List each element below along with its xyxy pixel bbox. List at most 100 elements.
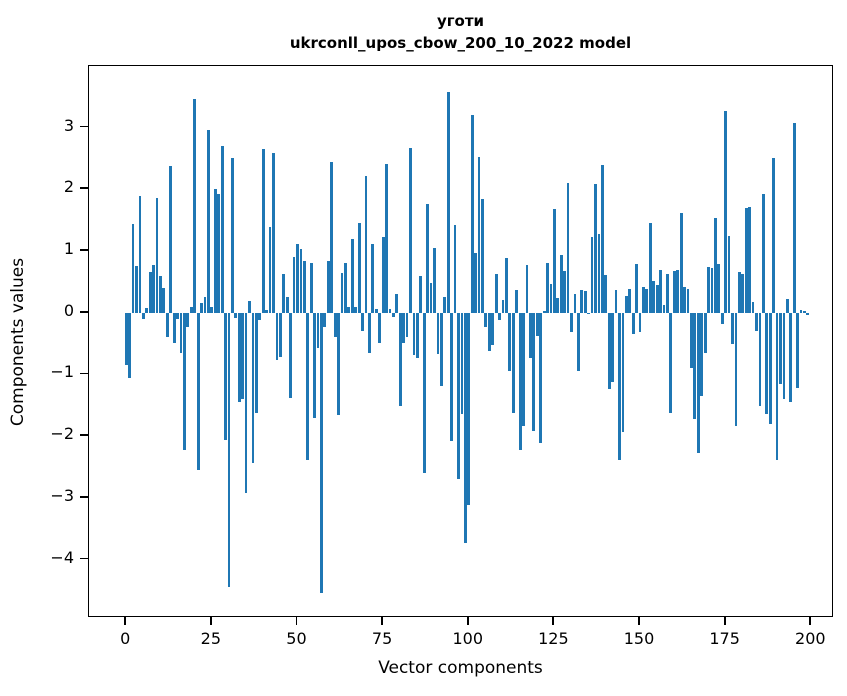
y-tick-label: −1 <box>50 362 74 382</box>
bar <box>292 257 296 313</box>
bar <box>662 304 666 313</box>
bar <box>371 243 375 313</box>
bar <box>587 312 591 314</box>
bar <box>775 312 779 460</box>
bar <box>326 261 330 313</box>
bar <box>207 130 210 313</box>
bar <box>463 312 467 544</box>
bar <box>631 312 635 334</box>
bar <box>254 312 258 413</box>
bar <box>128 312 132 379</box>
bar <box>419 275 423 313</box>
bar <box>501 300 505 313</box>
bar <box>124 312 128 366</box>
bar <box>210 306 214 313</box>
bar <box>642 286 645 313</box>
bar <box>532 312 536 432</box>
y-axis-tick <box>80 310 88 313</box>
bar <box>374 309 378 313</box>
bar <box>518 312 522 450</box>
x-tick-label: 75 <box>371 629 393 648</box>
bar <box>696 312 700 453</box>
bar <box>679 213 683 313</box>
bar <box>436 312 440 355</box>
bar <box>638 312 642 332</box>
y-axis-tick <box>80 372 88 375</box>
bar <box>330 161 334 313</box>
bar <box>525 264 529 313</box>
bar <box>755 312 758 332</box>
y-tick-label: −3 <box>50 485 74 505</box>
bar <box>320 312 323 594</box>
bar <box>244 312 248 494</box>
bar <box>265 309 269 313</box>
bar <box>573 294 577 313</box>
bar <box>145 307 149 313</box>
bar <box>278 312 282 358</box>
bar <box>426 204 430 313</box>
bar <box>347 306 351 313</box>
bar <box>508 312 512 372</box>
bar <box>282 274 286 313</box>
bar <box>768 312 772 424</box>
y-tick-label: 3 <box>63 115 74 135</box>
bar <box>720 312 724 325</box>
bar <box>655 284 659 313</box>
bar <box>799 310 803 313</box>
bar <box>748 207 752 313</box>
y-tick-label: −4 <box>50 547 74 567</box>
y-tick-label: 0 <box>63 300 74 320</box>
bar <box>713 218 717 313</box>
bar <box>460 312 464 415</box>
bar <box>515 290 519 313</box>
bar <box>446 91 450 313</box>
bar <box>559 254 563 313</box>
y-axis-label: Components values <box>8 257 28 427</box>
bar <box>563 270 567 313</box>
bar <box>237 312 241 402</box>
bar <box>309 262 313 313</box>
x-axis-label: Vector components <box>378 658 543 678</box>
bar <box>391 312 395 317</box>
x-tick-label: 200 <box>795 629 826 648</box>
bar <box>203 296 207 313</box>
bar <box>628 288 632 313</box>
bar <box>196 312 200 471</box>
bar <box>707 267 710 313</box>
bar <box>477 157 481 313</box>
bar <box>765 312 769 415</box>
bar <box>710 267 714 313</box>
bar <box>183 312 186 450</box>
bar <box>724 110 728 313</box>
bar <box>470 115 474 313</box>
bar <box>583 291 587 313</box>
bar <box>405 312 409 338</box>
bar <box>703 312 707 353</box>
chart-title-word: уготи <box>436 12 485 30</box>
bar <box>395 294 399 313</box>
bar <box>361 312 364 331</box>
bar <box>731 312 734 345</box>
bar <box>618 312 621 461</box>
bar <box>522 312 525 427</box>
bar <box>268 226 272 313</box>
bar <box>666 273 669 313</box>
bar <box>344 263 347 313</box>
bar <box>474 253 477 313</box>
bar <box>761 193 765 313</box>
bar <box>162 288 166 313</box>
plot-area <box>88 65 833 617</box>
bar <box>138 196 142 313</box>
bar <box>337 312 340 416</box>
bar <box>189 307 193 313</box>
x-axis-tick <box>809 617 812 625</box>
bar <box>176 312 179 319</box>
bar <box>220 146 224 313</box>
bar <box>494 273 498 313</box>
bar <box>481 198 484 313</box>
bar <box>597 234 601 313</box>
bar <box>457 312 460 480</box>
bar <box>340 272 344 313</box>
bar <box>364 175 368 313</box>
bar <box>552 209 556 313</box>
